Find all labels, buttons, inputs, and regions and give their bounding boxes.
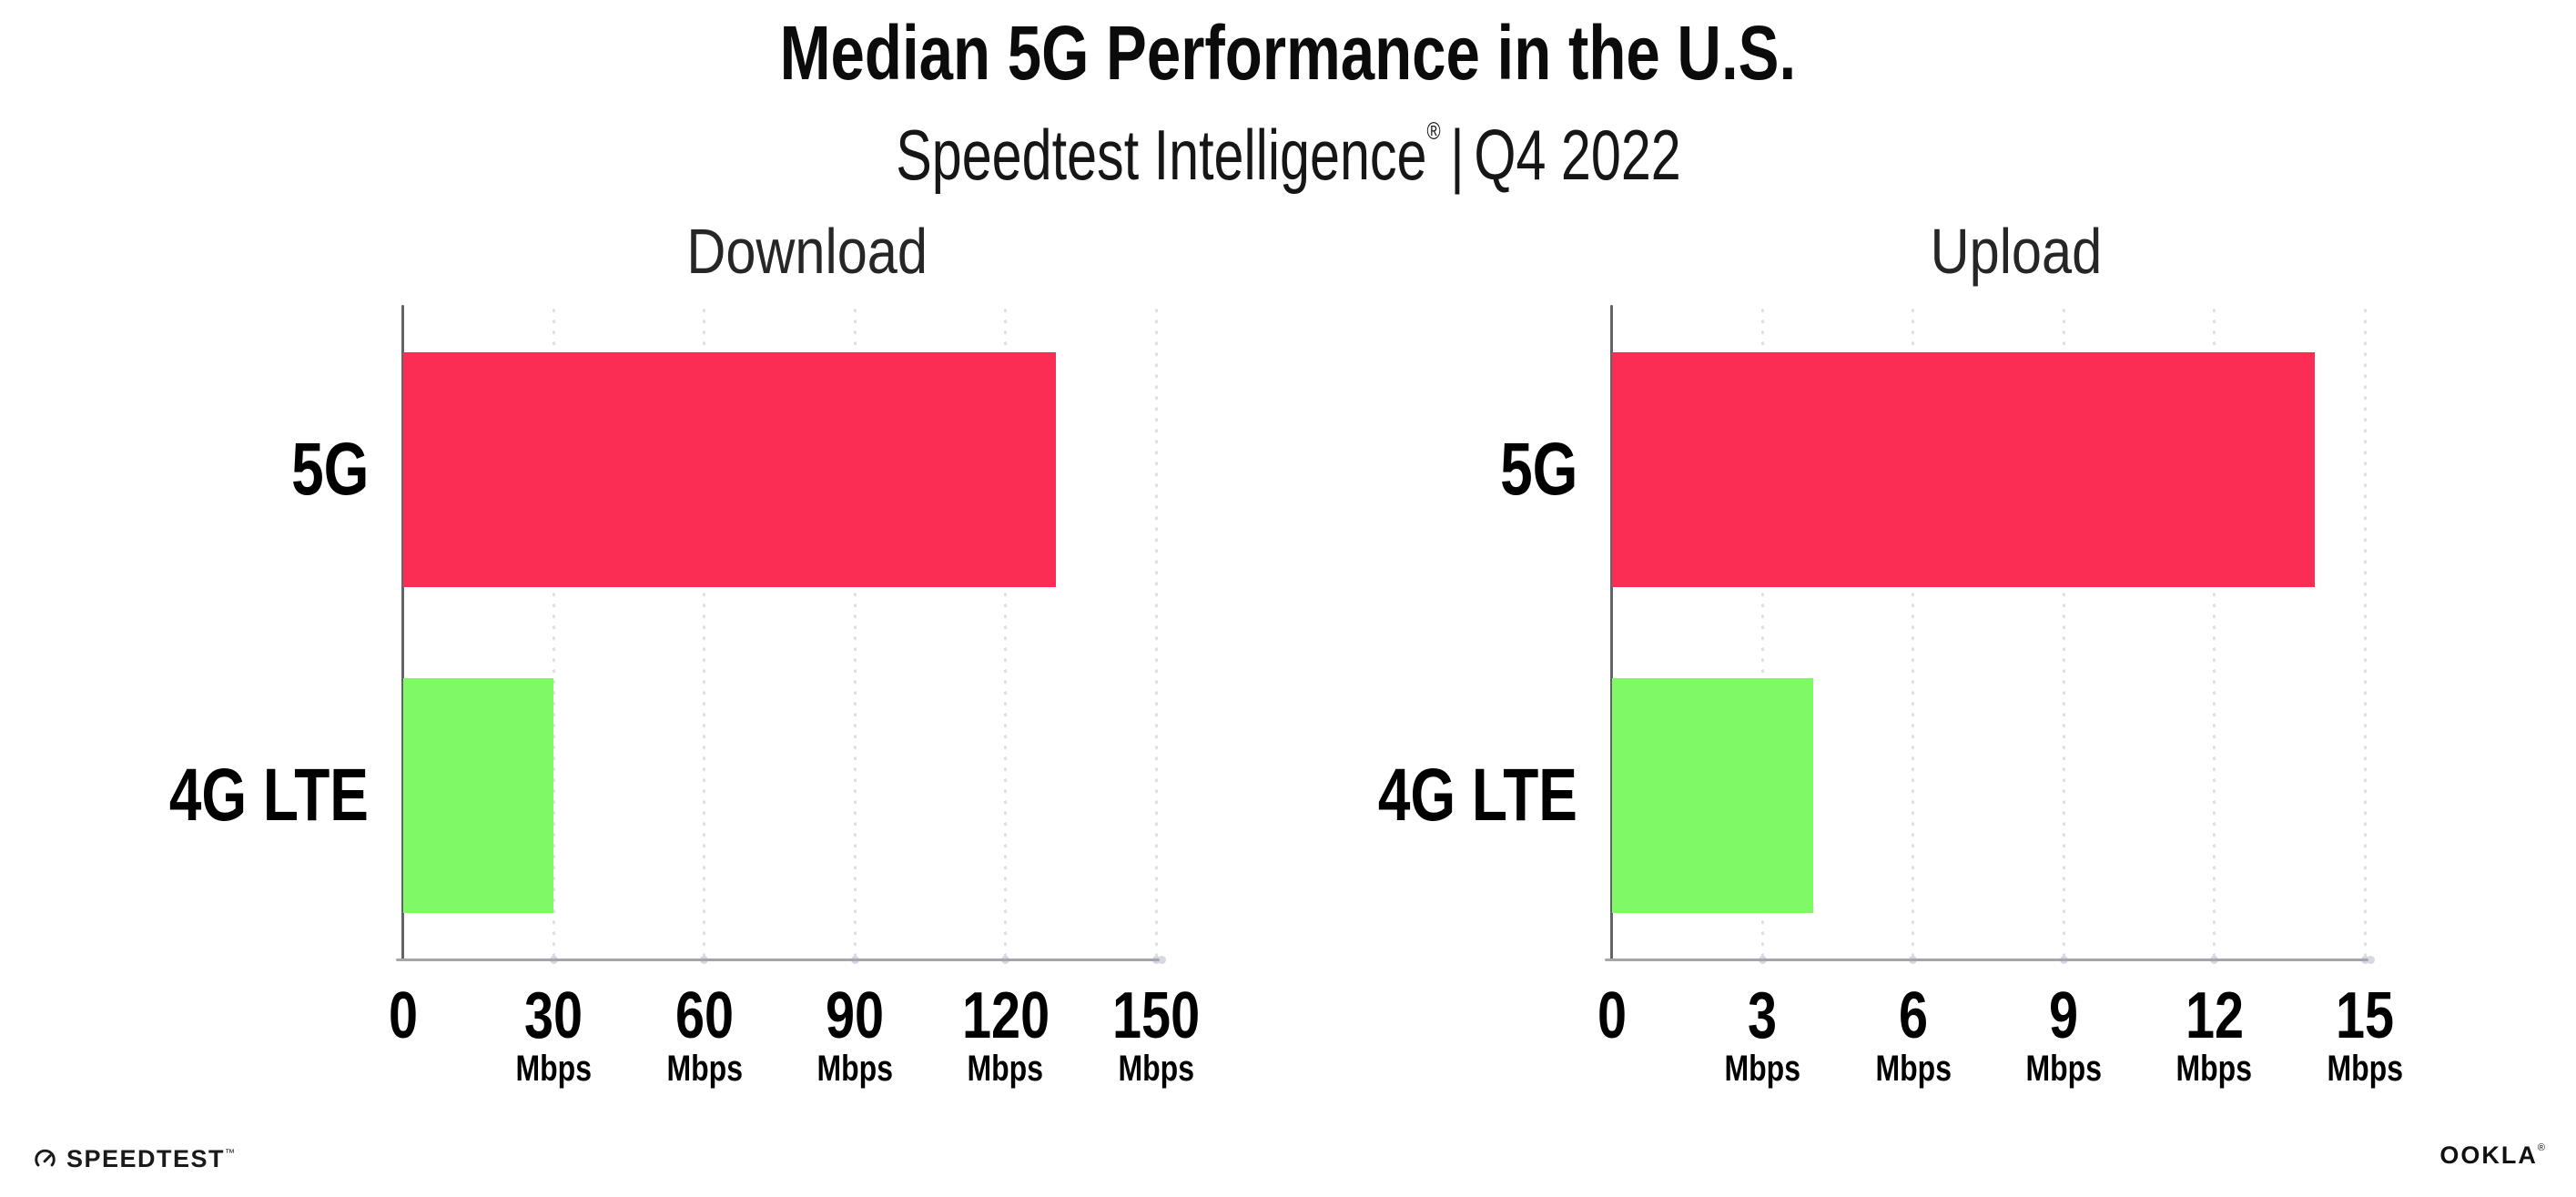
gridline-60 bbox=[703, 309, 706, 959]
gridline-90 bbox=[853, 309, 857, 959]
x-tick-90-unit: Mbps bbox=[764, 1050, 946, 1088]
x-tick-60-text: 60 bbox=[674, 979, 734, 1052]
x-tick-15-text: 15 bbox=[2335, 979, 2395, 1052]
x-tick-120-text: 120 bbox=[961, 979, 1050, 1052]
bar-5g-upload bbox=[1612, 352, 2315, 587]
category-label-5g-text: 5G bbox=[290, 428, 369, 511]
x-tick-6-unit-text: Mbps bbox=[1875, 1049, 1952, 1089]
x-tick-9-unit: Mbps bbox=[1973, 1050, 2155, 1088]
x-tick-6-unit: Mbps bbox=[1822, 1050, 2004, 1088]
category-label-4g-lte-text: 4G LTE bbox=[168, 754, 369, 837]
chart-title-download-text: Download bbox=[686, 216, 928, 287]
x-tick-3-text: 3 bbox=[1748, 979, 1778, 1052]
ookla-logo: OOKLA® bbox=[2439, 1141, 2545, 1170]
x-tick-0-text: 0 bbox=[388, 979, 419, 1052]
x-tick-3-unit: Mbps bbox=[1671, 1050, 1853, 1088]
upload-plot-area bbox=[1605, 305, 2375, 964]
upload-chart: Upload 5G 4G LTE 0 3 Mbps 6 Mbps 9 Mbps 12 Mbps 15 Mb… bbox=[1378, 218, 2403, 1138]
download-chart: Download 5G 4G LTE 0 30 Mbps 60 Mbps 90 Mbps 120 Mb… bbox=[169, 218, 1200, 1138]
x-tick-120: 120 bbox=[915, 982, 1097, 1050]
download-x-axis bbox=[396, 959, 1160, 961]
subtitle-brand: Speedtest Intelligence bbox=[895, 115, 1427, 195]
ookla-wordmark-text: OOKLA bbox=[2439, 1141, 2538, 1169]
x-tick-60-unit-text: Mbps bbox=[666, 1049, 743, 1089]
category-label-5g: 5G bbox=[1230, 431, 1577, 508]
x-tick-6-text: 6 bbox=[1898, 979, 1928, 1052]
x-tick-120-unit-text: Mbps bbox=[967, 1049, 1044, 1089]
gridline-15 bbox=[2363, 309, 2367, 959]
category-label-5g: 5G bbox=[21, 431, 369, 508]
x-tick-150-unit: Mbps bbox=[1065, 1050, 1247, 1088]
x-tick-6: 6 bbox=[1822, 982, 2004, 1050]
download-plot-area bbox=[396, 305, 1166, 964]
page-subtitle: Speedtest Intelligence® | Q4 2022 bbox=[0, 93, 2576, 193]
gridline-12 bbox=[2213, 309, 2216, 959]
x-tick-150: 150 bbox=[1065, 982, 1247, 1050]
x-tick-60: 60 bbox=[614, 982, 796, 1050]
x-tick-12: 12 bbox=[2124, 982, 2306, 1050]
x-tick-12-unit: Mbps bbox=[2124, 1050, 2306, 1088]
category-label-4g-lte-text: 4G LTE bbox=[1377, 754, 1577, 837]
gridline-9 bbox=[2062, 309, 2065, 959]
x-tick-30-text: 30 bbox=[524, 979, 583, 1052]
speedtest-wordmark-text: SPEEDTEST bbox=[66, 1144, 226, 1172]
x-tick-15: 15 bbox=[2274, 982, 2456, 1050]
gridline-150 bbox=[1154, 309, 1158, 959]
bar-4g-lte-upload bbox=[1612, 678, 1813, 913]
chart-title-upload-text: Upload bbox=[1930, 216, 2102, 287]
bar-5g-download bbox=[403, 352, 1056, 587]
x-tick-9-unit-text: Mbps bbox=[2025, 1049, 2102, 1089]
x-tick-15-unit-text: Mbps bbox=[2327, 1049, 2403, 1089]
x-tick-3-unit-text: Mbps bbox=[1724, 1049, 1801, 1089]
x-tick-90-unit-text: Mbps bbox=[816, 1049, 893, 1089]
speedtest-gauge-icon bbox=[33, 1147, 57, 1172]
gridline-6 bbox=[1912, 309, 1915, 959]
registered-trademark-icon: ® bbox=[1426, 117, 1441, 145]
gridline-120 bbox=[1004, 309, 1008, 959]
x-tick-120-unit: Mbps bbox=[915, 1050, 1097, 1088]
x-tick-9: 9 bbox=[1973, 982, 2155, 1050]
x-tick-30-unit-text: Mbps bbox=[515, 1049, 593, 1089]
upload-x-axis bbox=[1605, 959, 2368, 961]
ookla-registered-icon: ® bbox=[2537, 1142, 2545, 1153]
axis-end-dot bbox=[1158, 956, 1166, 964]
bar-4g-lte-download bbox=[403, 678, 554, 913]
x-tick-12-text: 12 bbox=[2185, 979, 2244, 1052]
chart-title-upload: Upload bbox=[1612, 218, 2419, 284]
speedtest-logo: SPEEDTEST™ bbox=[33, 1138, 237, 1180]
upload-y-axis bbox=[1610, 305, 1613, 960]
category-label-5g-text: 5G bbox=[1499, 428, 1577, 511]
x-tick-60-unit: Mbps bbox=[614, 1050, 796, 1088]
category-label-4g-lte: 4G LTE bbox=[1230, 757, 1577, 834]
trademark-icon: ™ bbox=[225, 1147, 237, 1159]
x-tick-0-text: 0 bbox=[1597, 979, 1628, 1052]
page-subtitle-text: Speedtest Intelligence® | Q4 2022 bbox=[896, 93, 1681, 193]
x-tick-12-unit-text: Mbps bbox=[2175, 1049, 2253, 1089]
chart-title-download: Download bbox=[403, 218, 1211, 284]
speedtest-wordmark: SPEEDTEST™ bbox=[66, 1145, 237, 1173]
x-tick-0: 0 bbox=[312, 982, 494, 1050]
x-tick-90: 90 bbox=[764, 982, 946, 1050]
subtitle-separator: | bbox=[1449, 115, 1465, 195]
x-tick-15-unit: Mbps bbox=[2274, 1050, 2456, 1088]
x-tick-150-unit-text: Mbps bbox=[1118, 1049, 1194, 1089]
category-label-4g-lte: 4G LTE bbox=[21, 757, 369, 834]
x-tick-3: 3 bbox=[1671, 982, 1853, 1050]
page-title-text: Median 5G Performance in the U.S. bbox=[779, 10, 1797, 96]
x-tick-90-text: 90 bbox=[826, 979, 885, 1052]
x-tick-150-text: 150 bbox=[1111, 979, 1201, 1052]
download-y-axis bbox=[401, 305, 404, 960]
x-tick-30: 30 bbox=[462, 982, 644, 1050]
x-tick-9-text: 9 bbox=[2049, 979, 2079, 1052]
gridline-30 bbox=[552, 309, 555, 959]
page-title: Median 5G Performance in the U.S. bbox=[0, 13, 2576, 93]
x-tick-0: 0 bbox=[1521, 982, 1703, 1050]
subtitle-period: Q4 2022 bbox=[1473, 115, 1681, 195]
x-tick-30-unit: Mbps bbox=[462, 1050, 644, 1088]
gridline-3 bbox=[1760, 309, 1764, 959]
axis-end-dot bbox=[2367, 956, 2375, 964]
